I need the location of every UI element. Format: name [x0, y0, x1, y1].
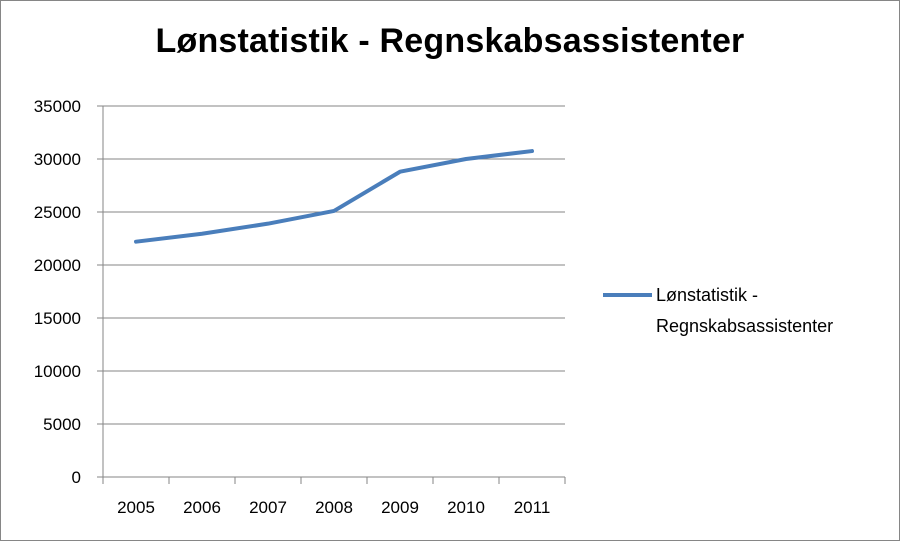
axes: [97, 105, 566, 484]
series-lines: [134, 149, 534, 244]
data-point: [201, 233, 203, 235]
x-tick-label: 2009: [381, 498, 419, 517]
legend-label: Regnskabsassistenter: [656, 316, 833, 336]
data-point: [399, 171, 401, 173]
y-tick-labels: 0 5000 10000 15000 20000 25000 30000 35000: [34, 97, 81, 487]
x-tick-label: 2011: [514, 498, 551, 517]
y-tick-label: 15000: [34, 309, 81, 328]
legend-label: Lønstatistik -: [656, 285, 758, 305]
x-tick-label: 2007: [249, 498, 287, 517]
data-point: [267, 223, 269, 225]
data-point: [531, 150, 533, 152]
y-tick-label: 5000: [43, 415, 81, 434]
y-tick-label: 25000: [34, 203, 81, 222]
y-tick-label: 35000: [34, 97, 81, 116]
x-tick-label: 2008: [315, 498, 353, 517]
legend: Lønstatistik - Regnskabsassistenter: [603, 285, 833, 336]
data-point: [135, 241, 137, 243]
series-line: [134, 149, 534, 244]
y-tick-label: 10000: [34, 362, 81, 381]
data-point: [333, 210, 335, 212]
y-tick-label: 0: [72, 468, 81, 487]
y-tick-label: 20000: [34, 256, 81, 275]
x-tick-labels: 2005 2006 2007 2008 2009 2010 2011: [117, 498, 550, 517]
x-tick-label: 2010: [447, 498, 485, 517]
x-tick-label: 2005: [117, 498, 155, 517]
data-point: [465, 158, 467, 160]
chart-title: Lønstatistik - Regnskabsassistenter: [155, 22, 745, 60]
x-tick-label: 2006: [183, 498, 221, 517]
gridlines: [103, 105, 565, 425]
y-tick-label: 30000: [34, 150, 81, 169]
